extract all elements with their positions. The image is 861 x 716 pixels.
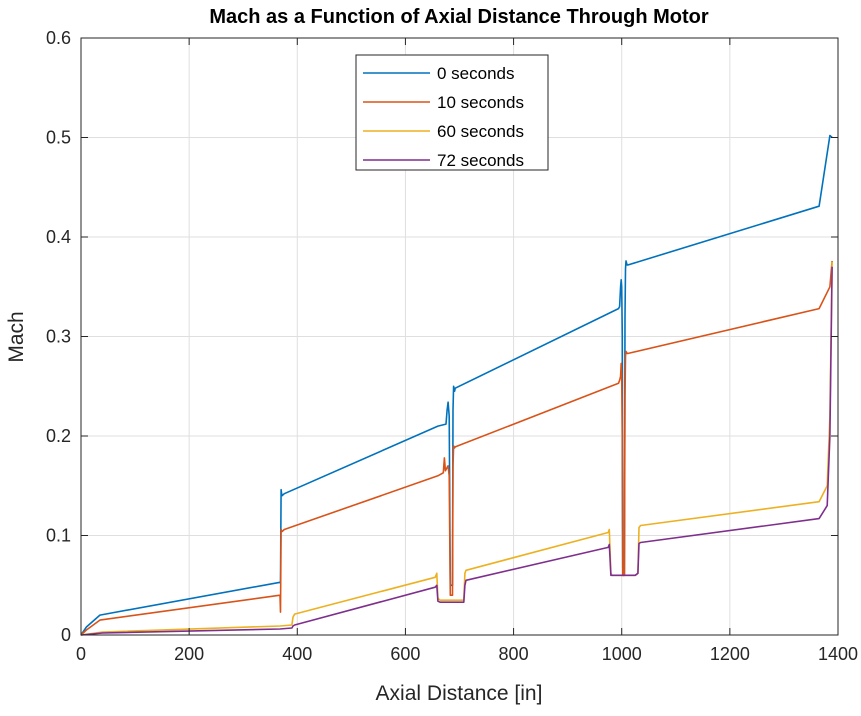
legend: 0 seconds 10 seconds 60 seconds 72 seconds (355, 54, 549, 171)
y-axis-label: Mach (5, 311, 28, 362)
x-tick-label: 800 (499, 644, 529, 664)
x-tick-label: 1200 (710, 644, 750, 664)
y-tick-label: 0.5 (46, 128, 71, 148)
x-tick-label: 600 (390, 644, 420, 664)
x-tick-label: 1000 (602, 644, 642, 664)
y-tick-label: 0 (61, 625, 71, 645)
series-line-0 (80, 134, 833, 636)
series-line-1 (80, 260, 833, 636)
y-tick-labels: 0 0.1 0.2 0.3 0.4 0.5 0.6 (46, 28, 71, 645)
x-tick-label: 400 (282, 644, 312, 664)
y-tick-label: 0.6 (46, 28, 71, 48)
x-tick-label: 1400 (818, 644, 858, 664)
legend-label: 72 seconds (437, 151, 524, 170)
legend-label: 0 seconds (437, 64, 515, 83)
x-tick-labels: 0 200 400 600 800 1000 1200 1400 (76, 644, 858, 664)
x-axis-label: Axial Distance [in] (376, 682, 543, 705)
axis-ticks (80, 37, 839, 636)
series-line-3 (80, 266, 833, 636)
y-tick-label: 0.2 (46, 426, 71, 446)
y-tick-label: 0.1 (46, 526, 71, 546)
series-lines (80, 134, 833, 636)
y-tick-label: 0.3 (46, 327, 71, 347)
legend-box (355, 54, 549, 171)
legend-label: 60 seconds (437, 122, 524, 141)
legend-label: 10 seconds (437, 93, 524, 112)
chart-title: Mach as a Function of Axial Distance Thr… (209, 6, 709, 28)
x-tick-label: 0 (76, 644, 86, 664)
y-tick-label: 0.4 (46, 227, 71, 247)
series-line-2 (80, 261, 833, 636)
x-tick-label: 200 (174, 644, 204, 664)
